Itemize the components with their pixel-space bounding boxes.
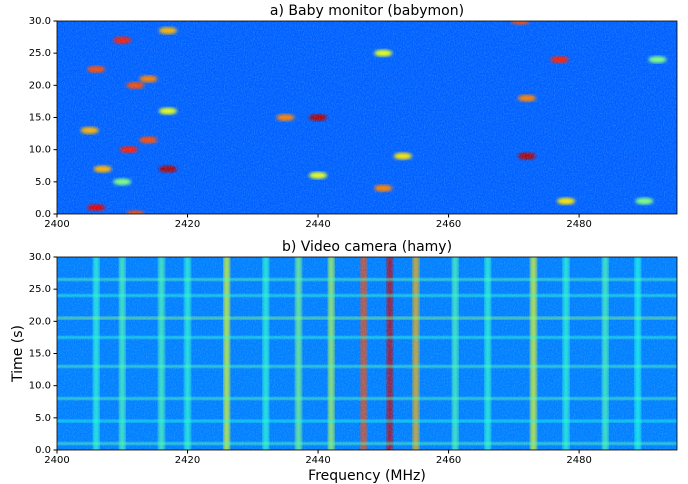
y-tick-label: 0.0: [35, 209, 51, 220]
x-tick-label: 2480: [566, 219, 591, 230]
y-tick-label: 10.0: [29, 145, 51, 156]
x-tick-label: 2420: [175, 219, 200, 230]
x-tick-label: 2480: [566, 455, 591, 466]
chart-title: b) Video camera (hamy): [282, 239, 452, 255]
y-tick-label: 25.0: [29, 48, 51, 59]
noise: [57, 21, 677, 214]
y-tick-label: 25.0: [29, 284, 51, 295]
y-tick-label: 5.0: [35, 413, 51, 424]
y-tick-label: 15.0: [29, 349, 51, 360]
y-tick-label: 5.0: [35, 177, 51, 188]
y-axis-label: Time (s): [10, 325, 26, 383]
x-tick-label: 2460: [436, 455, 461, 466]
x-tick-label: 2420: [175, 455, 200, 466]
chart-title: a) Baby monitor (babymon): [270, 3, 464, 19]
y-tick-label: 0.0: [35, 445, 51, 456]
y-tick-label: 20.0: [29, 80, 51, 91]
y-tick-label: 20.0: [29, 316, 51, 327]
x-tick-label: 2400: [44, 455, 69, 466]
x-tick-label: 2440: [305, 219, 330, 230]
y-tick-label: 30.0: [29, 16, 51, 27]
y-tick-label: 15.0: [29, 113, 51, 124]
x-tick-label: 2460: [436, 219, 461, 230]
y-tick-label: 10.0: [29, 381, 51, 392]
x-axis-label: Frequency (MHz): [308, 468, 426, 484]
y-tick-label: 30.0: [29, 252, 51, 263]
noise: [57, 257, 677, 450]
heatmap: [57, 257, 677, 450]
x-tick-label: 2440: [305, 455, 330, 466]
x-tick-label: 2400: [44, 219, 69, 230]
heatmap: [57, 21, 677, 214]
